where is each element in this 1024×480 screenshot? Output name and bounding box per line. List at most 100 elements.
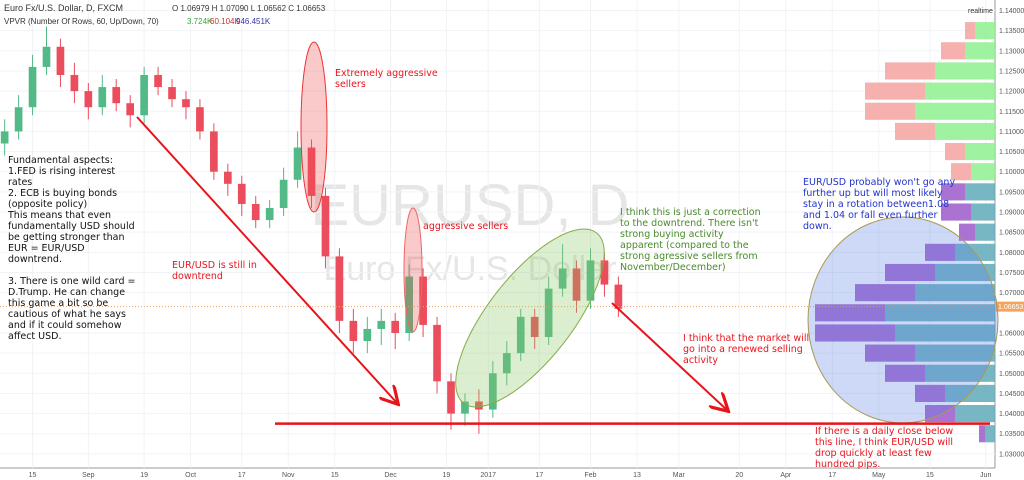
profile-down: [941, 42, 965, 60]
candle-body: [223, 171, 232, 184]
annotation: Fundamental aspects: 1.FED is rising int…: [8, 155, 136, 342]
annotation: I think that the market will go into a r…: [683, 333, 810, 366]
candle-body: [586, 260, 595, 301]
profile-up: [985, 425, 995, 443]
y-tick-label: 1.03000: [999, 451, 1024, 458]
candle-body: [237, 183, 246, 204]
x-tick-label: 19: [442, 472, 450, 479]
profile-down: [941, 203, 971, 221]
profile-down: [865, 82, 925, 100]
candle-body: [154, 74, 162, 88]
y-tick-label: 1.10500: [999, 149, 1024, 156]
candle-body: [28, 66, 37, 108]
profile-down: [885, 62, 935, 80]
candle-body: [70, 74, 79, 92]
candle-body: [265, 208, 274, 221]
indicator-value: 946.451K: [236, 17, 271, 26]
candle-body: [196, 107, 204, 132]
x-tick-label: 15: [926, 472, 934, 479]
x-tick-label: Apr: [780, 472, 792, 479]
profile-up: [975, 22, 995, 40]
candle-body: [112, 87, 121, 104]
candle-body: [98, 87, 107, 108]
candle-body: [168, 87, 176, 100]
profile-up: [965, 143, 995, 161]
profile-up: [915, 284, 995, 302]
y-tick-label: 1.04500: [999, 391, 1024, 398]
x-tick-label: Sep: [82, 472, 95, 479]
profile-down: [865, 102, 915, 120]
annotation: EUR/USD probably won't go any further up…: [803, 177, 956, 232]
candle-body: [349, 320, 358, 342]
watermark-sub: Euro Fx/U.S. Dollar: [324, 250, 617, 288]
x-tick-label: 20: [735, 472, 743, 479]
annotation: If there is a daily close below this lin…: [815, 426, 954, 470]
profile-down: [925, 243, 955, 261]
profile-down: [965, 22, 975, 40]
profile-down: [945, 143, 965, 161]
profile-down: [951, 163, 971, 181]
candle-body: [447, 381, 455, 414]
y-tick-label: 1.13500: [999, 28, 1024, 35]
candle-body: [140, 74, 148, 116]
annotation: EUR/USD is still in downtrend: [172, 260, 257, 282]
x-tick-label: Oct: [185, 472, 196, 479]
profile-down: [885, 263, 935, 282]
profile-down: [815, 304, 885, 322]
x-tick-label: May: [872, 472, 886, 479]
x-tick-label: Jun: [980, 472, 991, 479]
profile-down: [941, 183, 965, 201]
indicator-value: 3.724K: [187, 17, 213, 26]
x-tick-label: Nov: [282, 472, 295, 479]
x-tick-label: 17: [535, 472, 543, 479]
profile-down: [855, 284, 915, 302]
candle-body: [293, 147, 302, 180]
candle-body: [307, 147, 316, 196]
candle-body: [335, 256, 344, 321]
y-tick-label: 1.14000: [999, 8, 1024, 15]
y-tick-label: 1.10000: [999, 169, 1024, 176]
profile-up: [915, 344, 995, 362]
y-tick-label: 1.11000: [999, 129, 1024, 136]
annotation: Extremely aggressive sellers: [335, 68, 438, 90]
candle-body: [0, 131, 9, 144]
last-price-box: [996, 301, 1024, 312]
symbol-title: Euro Fx/U.S. Dollar, D, FXCM: [4, 3, 124, 13]
y-tick-label: 1.13000: [999, 48, 1024, 55]
candle-body: [572, 268, 581, 301]
y-tick-label: 1.05500: [999, 351, 1024, 358]
candle-body: [614, 284, 623, 309]
y-tick-label: 1.09500: [999, 189, 1024, 196]
profile-up: [971, 163, 995, 181]
candle-body: [502, 353, 511, 374]
profile-up: [965, 42, 995, 60]
candle-body: [321, 195, 330, 257]
x-tick-label: Dec: [384, 472, 397, 479]
candle-body: [461, 401, 469, 414]
y-tick-label: 1.04000: [999, 411, 1024, 418]
profile-up: [955, 405, 995, 423]
profile-down: [865, 344, 915, 362]
highlight-circle: [807, 216, 999, 424]
x-tick-label: 19: [140, 472, 148, 479]
y-tick-label: 1.08500: [999, 230, 1024, 237]
candle-body: [405, 276, 413, 333]
x-tick-label: Mar: [673, 472, 686, 479]
candle-body: [182, 99, 190, 108]
indicator: VPVR (Number Of Rows, 60, Up/Down, 70): [4, 17, 159, 26]
candle-body: [558, 268, 567, 289]
arrow: [611, 302, 727, 410]
profile-down: [979, 425, 985, 443]
x-tick-label: 2017: [480, 472, 496, 479]
profile-up: [885, 304, 995, 322]
candle-body: [279, 179, 288, 208]
ohlc: O 1.06979 H 1.07090 L 1.06562 C 1.06653: [172, 4, 326, 13]
x-tick-label: 13: [633, 472, 641, 479]
profile-up: [925, 364, 995, 382]
profile-down: [915, 384, 945, 402]
candle-body: [56, 46, 65, 75]
profile-up: [971, 203, 995, 221]
profile-up: [915, 102, 995, 120]
profile-down: [959, 223, 975, 241]
y-tick-label: 1.06000: [999, 330, 1024, 337]
